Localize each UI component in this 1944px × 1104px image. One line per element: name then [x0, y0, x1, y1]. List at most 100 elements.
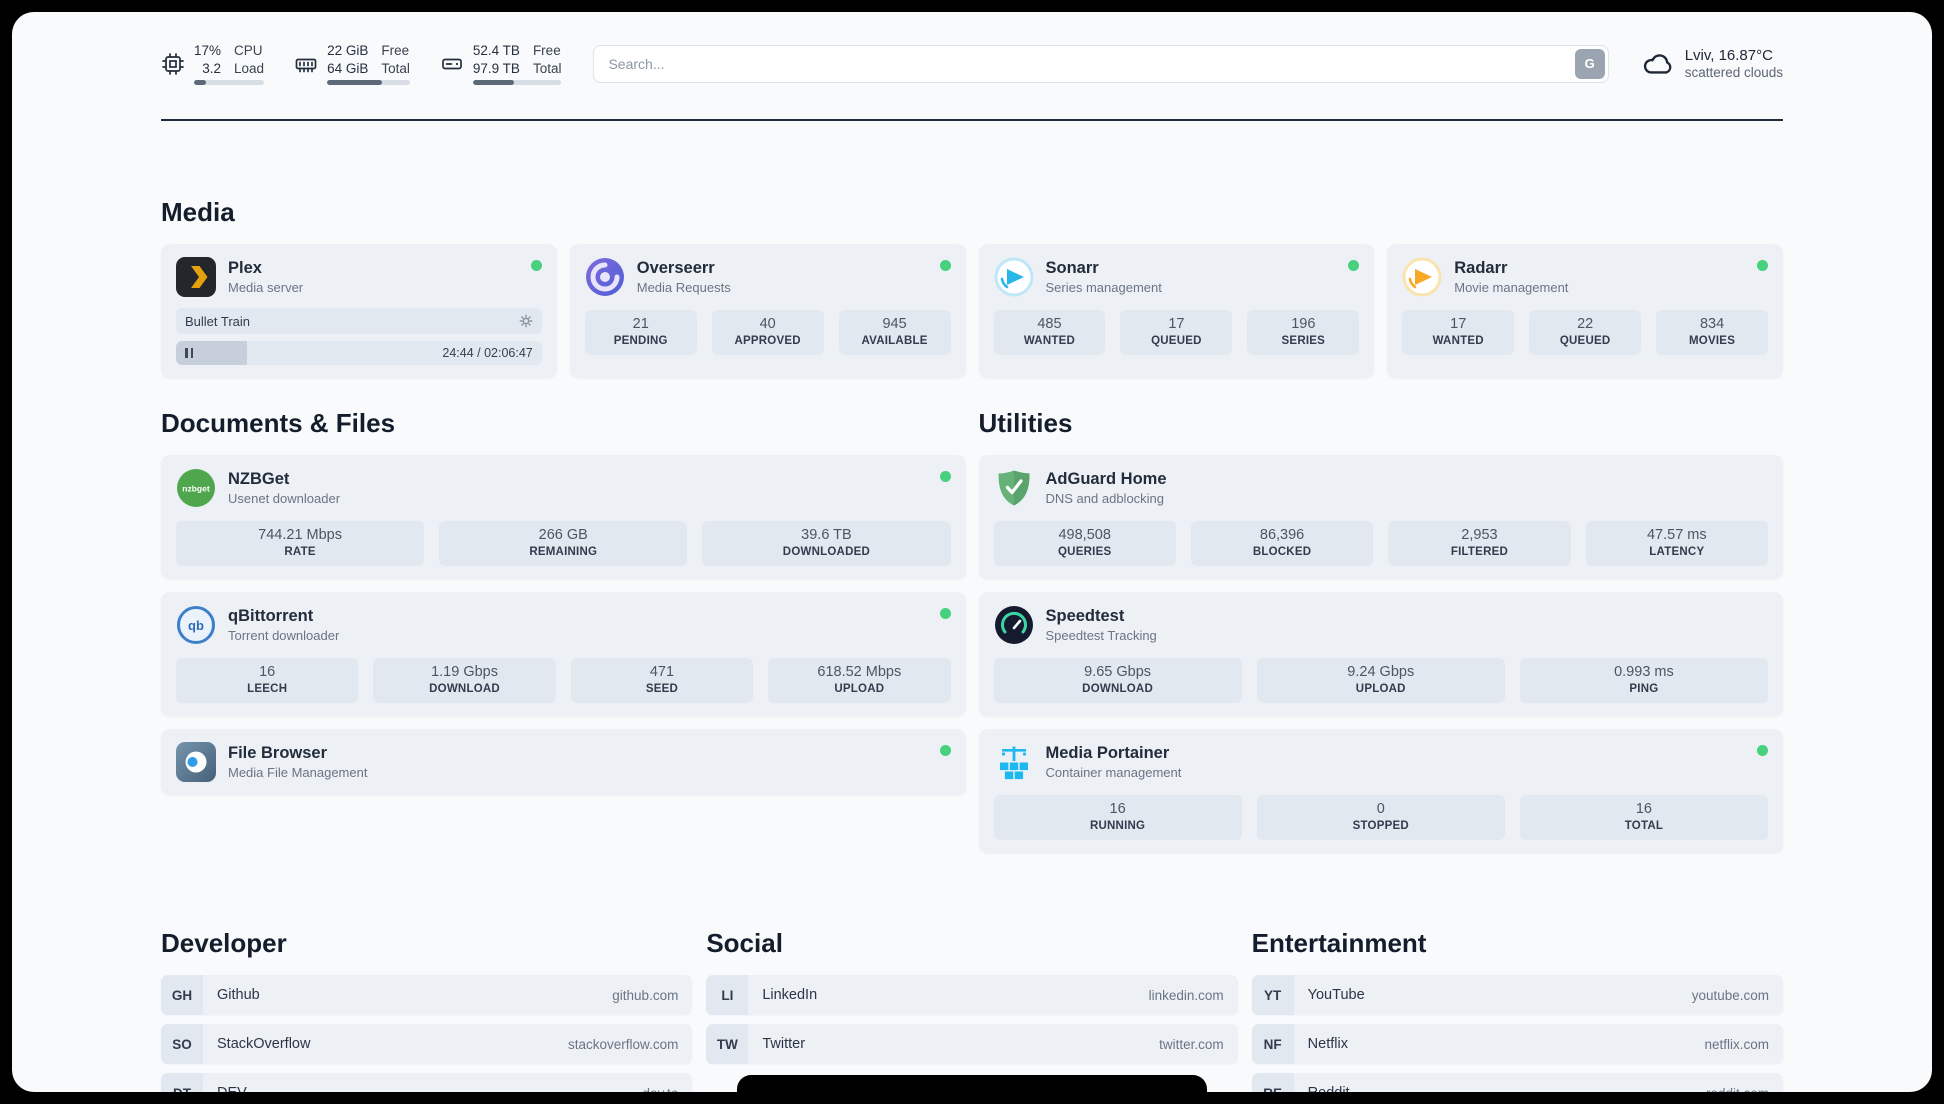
service-subtitle: Container management: [1045, 765, 1182, 781]
stat-running: 16 RUNNING: [993, 795, 1242, 841]
search-provider-button[interactable]: G: [1574, 48, 1605, 79]
bookmark-reddit[interactable]: RE Reddit reddit.com: [1251, 1073, 1783, 1092]
bookmark-linkedin[interactable]: LI LinkedIn linkedin.com: [706, 975, 1238, 1016]
bookmark-domain: dev.to: [643, 1086, 693, 1092]
stat-label: DOWNLOAD: [429, 683, 500, 696]
stat-value: 196: [1291, 316, 1316, 333]
service-name: File Browser: [228, 744, 328, 763]
cloud-icon: [1641, 47, 1674, 80]
bookmark-domain: github.com: [612, 987, 679, 1003]
radarr-icon: [1402, 257, 1442, 297]
service-card-qbittorrent[interactable]: qb qBittorrent Torrent downloader 16 LEE…: [161, 592, 966, 717]
bookmark-domain: stackoverflow.com: [568, 1036, 679, 1052]
disk-widget: 52.4 TB Free 97.9 TB Total: [440, 42, 562, 86]
bookmark-youtube[interactable]: YT YouTube youtube.com: [1251, 975, 1783, 1016]
service-card-nzbget[interactable]: nzbget NZBGet Usenet downloader 744.21 M…: [161, 455, 966, 580]
playback-progress-bar[interactable]: 24:44 / 02:06:47: [176, 341, 542, 366]
service-card-overseerr[interactable]: Overseerr Media Requests 21 PENDING 40 A…: [569, 244, 966, 379]
cpu-load-label: Load: [234, 60, 265, 76]
search-input[interactable]: [593, 44, 1609, 83]
cpu-usage-value: 17%: [194, 43, 222, 58]
status-online-dot: [939, 608, 951, 620]
plex-now-playing: Bullet Train 24:44 / 02:06:47: [176, 308, 542, 366]
stat-blocked: 86,396 BLOCKED: [1190, 521, 1374, 567]
cpu-progress-fill: [194, 80, 206, 86]
service-subtitle: Media File Management: [228, 765, 368, 781]
bookmarks-grid: Developer GH Github github.com SO StackO…: [161, 928, 1783, 1092]
bookmark-name: YouTube: [1307, 987, 1365, 1004]
service-card-portainer[interactable]: Media Portainer Container management 16 …: [978, 729, 1783, 854]
utilities-column: Utilities AdGuard Home DNS and adblockin…: [978, 408, 1783, 866]
service-card-radarr[interactable]: Radarr Movie management 17 WANTED 22 QUE…: [1387, 244, 1783, 379]
resource-widgets: 17% CPU 3.2 Load 22 GiB: [161, 42, 562, 86]
memory-free-value: 22 GiB: [327, 43, 369, 58]
bookmark-stackoverflow[interactable]: SO StackOverflow stackoverflow.com: [161, 1024, 693, 1065]
stat-label: QUERIES: [1058, 546, 1112, 559]
gear-icon[interactable]: [519, 314, 533, 328]
stat-series: 196 SERIES: [1247, 310, 1360, 356]
memory-icon: [294, 52, 318, 76]
service-card-filebrowser[interactable]: File Browser Media File Management: [161, 729, 966, 796]
stat-label: UPLOAD: [834, 683, 885, 696]
disk-free-label: Free: [532, 43, 561, 58]
service-card-plex[interactable]: Plex Media server Bullet Train: [161, 244, 557, 379]
service-name: qBittorrent: [228, 607, 314, 626]
search-bar: G: [593, 44, 1609, 83]
stat-label: QUEUED: [1559, 335, 1611, 348]
stat-label: QUEUED: [1151, 335, 1202, 348]
service-card-speedtest[interactable]: Speedtest Speedtest Tracking 9.65 Gbps D…: [978, 592, 1783, 717]
disk-free-value: 52.4 TB: [472, 43, 520, 58]
service-name: Sonarr: [1045, 259, 1099, 278]
cpu-widget: 17% CPU 3.2 Load: [161, 42, 265, 86]
service-subtitle: Torrent downloader: [228, 628, 340, 644]
stat-value: 0.993 ms: [1614, 664, 1674, 681]
stat-label: SEED: [645, 683, 679, 696]
service-name: Plex: [228, 259, 262, 278]
sonarr-icon: [994, 257, 1034, 297]
bookmark-abbr: TW: [706, 1024, 749, 1065]
service-card-sonarr[interactable]: Sonarr Series management 485 WANTED 17 Q…: [978, 244, 1375, 379]
stat-seed: 471 SEED: [570, 658, 754, 704]
stat-label: MOVIES: [1688, 335, 1736, 348]
service-name: Speedtest: [1045, 607, 1125, 626]
bookmark-name: LinkedIn: [762, 987, 818, 1004]
bookmark-abbr: YT: [1251, 975, 1294, 1016]
section-title-media: Media: [161, 197, 235, 228]
stat-remaining: 266 GB REMAINING: [439, 521, 688, 567]
service-subtitle: DNS and adblocking: [1045, 491, 1165, 507]
bookmark-group-entertainment: Entertainment YT YouTube youtube.com NF …: [1251, 928, 1783, 1092]
stat-value: 21: [632, 316, 649, 333]
section-title-social: Social: [706, 928, 783, 959]
stat-queries: 498,508 QUERIES: [993, 521, 1176, 567]
status-online-dot: [939, 471, 951, 483]
bookmark-netflix[interactable]: NF Netflix netflix.com: [1251, 1024, 1783, 1065]
disk-progress-bar: [472, 80, 562, 86]
bookmark-twitter[interactable]: TW Twitter twitter.com: [706, 1024, 1238, 1065]
bookmark-github[interactable]: GH Github github.com: [161, 975, 693, 1016]
nzbget-icon: nzbget: [176, 468, 216, 508]
stat-label: BLOCKED: [1252, 546, 1312, 559]
stat-upload: 9.24 Gbps UPLOAD: [1256, 658, 1505, 704]
stat-value: 16: [1109, 801, 1126, 818]
svg-text:qb: qb: [188, 618, 204, 633]
weather-widget[interactable]: Lviv, 16.87°C scattered clouds: [1641, 47, 1783, 80]
stat-value: 47.57 ms: [1646, 527, 1707, 544]
service-subtitle: Speedtest Tracking: [1045, 628, 1157, 644]
playback-time: 24:44 / 02:06:47: [442, 346, 533, 361]
adguard-icon: [994, 468, 1034, 508]
status-online-dot: [939, 260, 951, 272]
bookmark-dev[interactable]: DT DEV dev.to: [161, 1073, 693, 1092]
stat-label: DOWNLOAD: [1082, 683, 1153, 696]
bookmark-abbr: GH: [161, 975, 203, 1016]
stat-label: AVAILABLE: [861, 335, 928, 348]
bookmark-name: Twitter: [762, 1036, 806, 1053]
cpu-load-value: 3.2: [202, 60, 222, 76]
stat-value: 16: [1635, 801, 1652, 818]
service-card-adguard[interactable]: AdGuard Home DNS and adblocking 498,508 …: [978, 455, 1783, 580]
stat-latency: 47.57 ms LATENCY: [1585, 521, 1768, 567]
stat-value: 744.21 Mbps: [258, 527, 342, 544]
disk-total-value: 97.9 TB: [472, 60, 520, 76]
stat-pending: 21 PENDING: [584, 310, 697, 356]
pause-button[interactable]: [185, 348, 193, 359]
memory-progress-fill: [327, 80, 382, 86]
